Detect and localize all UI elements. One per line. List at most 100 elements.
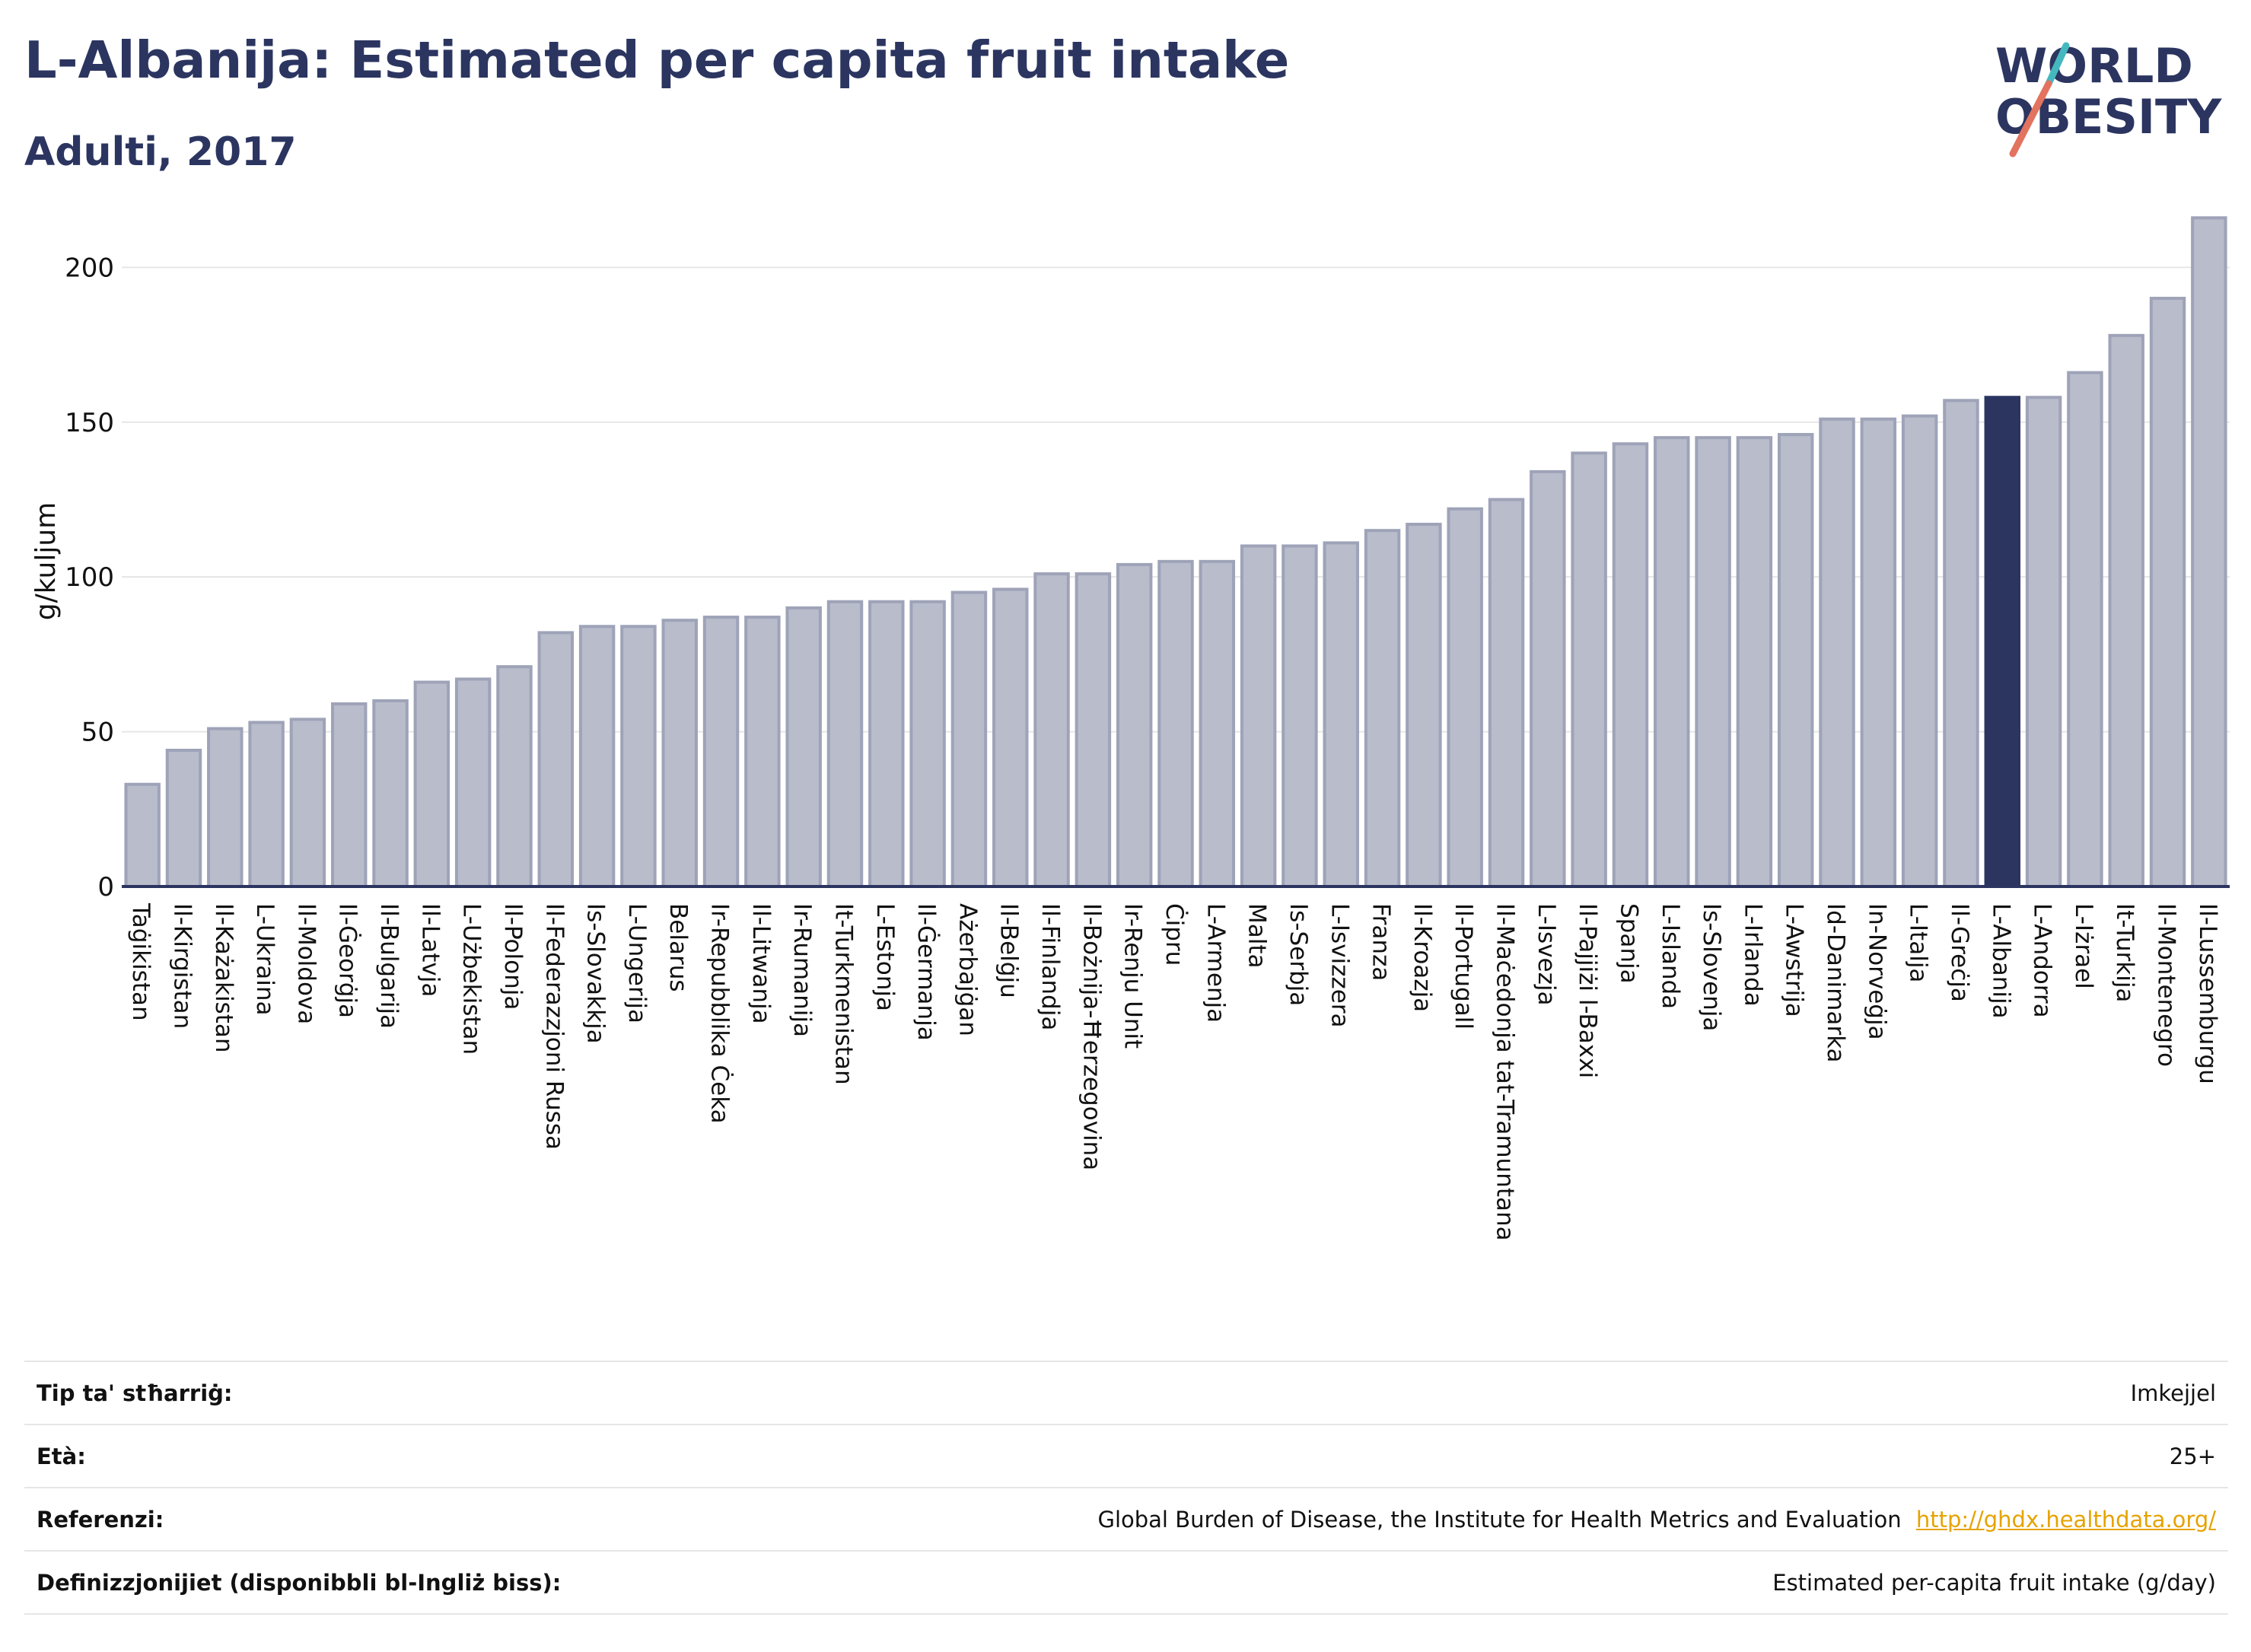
x-tick-label: L-Użbekistan	[458, 903, 486, 1055]
x-tick-label: L-Isvezja	[1533, 903, 1560, 1006]
x-tick-label: L-Islanda	[1657, 903, 1684, 1009]
bar	[1157, 559, 1194, 888]
logo-slash-teal	[2045, 42, 2070, 88]
x-tick-label: Il-Ġermanja	[912, 903, 941, 1041]
bars	[124, 216, 2227, 889]
bar-highlight	[1984, 396, 2021, 888]
x-tick-label: L-Irlanda	[1739, 903, 1766, 1007]
bar	[909, 600, 946, 889]
x-tick-label: Taġikistan	[127, 902, 154, 1021]
x-tick-label: Il-Federazzjoni Russa	[540, 903, 568, 1150]
bar	[950, 590, 988, 888]
x-tick-label: L-Andorra	[2029, 903, 2056, 1018]
x-tick-label: In-Norveġja	[1863, 903, 1890, 1040]
x-tick-label: Id-Danimarka	[1822, 903, 1849, 1062]
bar	[1199, 559, 1236, 888]
y-tick-label: 50	[81, 718, 114, 748]
bar	[207, 727, 244, 888]
bar	[1819, 417, 1855, 888]
bar	[868, 600, 905, 889]
x-tick-label: Il-Polonja	[499, 903, 527, 1010]
bar	[1488, 498, 1525, 889]
x-tick-label: Il-Montenegro	[2153, 903, 2180, 1067]
x-tick-label: Is-Serbja	[1285, 903, 1312, 1006]
x-tick-label: Ażerbajġan	[954, 903, 981, 1036]
info-table: Tip ta' stħarriġ: Imkejjel Età: 25+ Refe…	[24, 1361, 2228, 1615]
bar	[496, 665, 533, 889]
bar	[1075, 572, 1112, 888]
info-label: Tip ta' stħarriġ:	[37, 1380, 233, 1406]
bar	[331, 702, 368, 889]
bar	[1033, 572, 1070, 888]
bar	[1695, 436, 1731, 888]
x-tick-label: Spanja	[1615, 903, 1642, 984]
bar	[1571, 451, 1607, 888]
bar	[1364, 529, 1401, 889]
x-tick-label: Il-Pajjiżi l-Baxxi	[1574, 903, 1601, 1078]
bar	[2108, 333, 2144, 888]
x-tick-label: Il-Greċja	[1946, 903, 1973, 1002]
bar	[413, 680, 451, 888]
bar	[1323, 541, 1359, 888]
bar	[1736, 436, 1773, 888]
x-tick-label: It-Turkmenistan	[829, 903, 857, 1085]
x-tick-label: Il-Lussemburgu	[2194, 903, 2221, 1084]
reference-text: Global Burden of Disease, the Institute …	[1097, 1506, 1902, 1533]
x-tick-label: Il-Bożnija-Ħerzegovina	[1078, 903, 1105, 1170]
logo-slash-red	[2009, 80, 2052, 158]
y-axis-ticks: 0 50 100 150 200	[65, 253, 114, 902]
info-row-age: Età: 25+	[24, 1424, 2228, 1488]
y-tick-label: 100	[65, 562, 114, 593]
x-tick-label: Is-Slovenja	[1698, 903, 1725, 1031]
info-label: Età:	[37, 1443, 86, 1469]
y-tick-label: 200	[65, 253, 114, 283]
x-tick-label: L-Italja	[1905, 903, 1932, 982]
x-tick-label: Belarus	[664, 903, 692, 992]
x-tick-label: Il-Bulgarija	[375, 903, 403, 1029]
info-value: 25+	[2169, 1443, 2216, 1469]
info-value-references: Global Burden of Disease, the Institute …	[740, 1488, 2228, 1551]
bar	[1530, 469, 1566, 888]
bar	[2025, 396, 2062, 888]
bar-chart: 0 50 100 150 200 Taġikistan Il-Kirgistan Il-Ka…	[30, 216, 2230, 1241]
x-tick-label: Ċipru	[1161, 903, 1189, 966]
bar	[744, 616, 781, 888]
x-tick-label: Is-Slovakkja	[582, 903, 610, 1044]
x-axis-labels: Taġikistan Il-Kirgistan Il-Każakistan L-Ukr…	[127, 902, 2221, 1241]
x-tick-label: Il-Portugall	[1450, 903, 1477, 1030]
bar	[1282, 544, 1318, 888]
bar	[1447, 507, 1483, 888]
bar	[165, 749, 202, 888]
bar	[826, 600, 864, 889]
info-label: Referenzi:	[37, 1506, 164, 1533]
info-row-survey-type: Tip ta' stħarriġ: Imkejjel	[24, 1361, 2228, 1424]
bar	[785, 606, 822, 888]
bar	[2067, 371, 2103, 888]
x-tick-label: Il-Litwanja	[747, 903, 775, 1024]
x-tick-label: L-Estonja	[871, 903, 899, 1011]
chart-subtitle: Adulti, 2017	[24, 129, 297, 175]
bar	[1240, 544, 1277, 888]
bar	[537, 631, 575, 889]
bar	[2149, 297, 2186, 888]
info-value: Imkejjel	[2130, 1380, 2216, 1406]
bar	[578, 625, 616, 888]
x-tick-label: L-Isvizzera	[1326, 903, 1353, 1028]
info-value: Estimated per-capita fruit intake (g/day…	[1772, 1569, 2216, 1596]
bar	[1612, 442, 1649, 888]
bar	[1943, 399, 1979, 888]
y-tick-label: 150	[65, 408, 114, 438]
x-tick-label: L-Armenja	[1202, 903, 1229, 1023]
bar	[702, 616, 740, 888]
info-row-references: Referenzi: Global Burden of Disease, the…	[24, 1488, 2228, 1551]
x-tick-label: Ir-Repubblika Ċeka	[706, 903, 734, 1124]
bar	[1406, 523, 1442, 888]
bar	[1901, 414, 1938, 888]
bar	[248, 721, 285, 888]
bar	[1116, 562, 1153, 889]
reference-link[interactable]: http://ghdx.healthdata.org/	[1915, 1506, 2216, 1533]
chart-title: L-Albanija: Estimated per capita fruit i…	[24, 30, 1290, 90]
x-tick-label: Il-Belġju	[995, 903, 1023, 998]
x-tick-label: Il-Latvja	[416, 903, 444, 997]
x-tick-label: L-Awstrija	[1781, 903, 1808, 1017]
